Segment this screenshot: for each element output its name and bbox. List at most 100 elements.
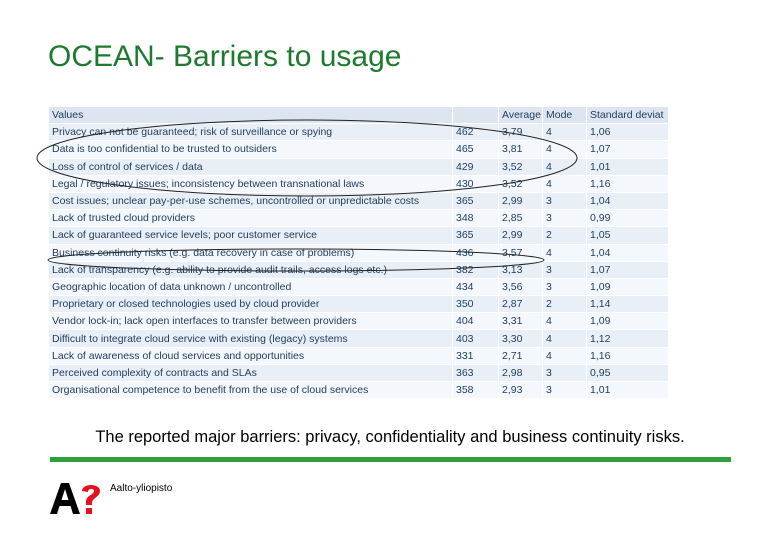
- mode-cell: 4: [542, 329, 587, 348]
- standard-deviation-cell: 1,12: [586, 329, 668, 348]
- standard-deviation-cell: 1,04: [586, 243, 668, 262]
- count-cell: 403: [452, 329, 499, 348]
- value-cell: Lack of guaranteed service levels; poor …: [48, 226, 453, 245]
- mode-cell: 3: [542, 209, 587, 228]
- mode-cell: 4: [542, 312, 587, 331]
- slide-title: OCEAN- Barriers to usage: [48, 40, 402, 73]
- standard-deviation-cell: 1,09: [586, 312, 668, 331]
- mode-cell: 2: [542, 226, 587, 245]
- standard-deviation-cell: 1,16: [586, 174, 668, 193]
- value-cell: Proprietary or closed technologies used …: [48, 295, 453, 314]
- table-row: Lack of transparency (e.g. ability to pr…: [48, 260, 668, 279]
- header-average: Average: [498, 106, 543, 125]
- value-cell: Lack of trusted cloud providers: [48, 209, 453, 228]
- table-header-row: Values Average Mode Standard deviat: [48, 106, 668, 125]
- standard-deviation-cell: 1,07: [586, 260, 668, 279]
- average-cell: 2,87: [498, 295, 543, 314]
- value-cell: Lack of transparency (e.g. ability to pr…: [48, 260, 453, 279]
- mode-cell: 4: [542, 174, 587, 193]
- average-cell: 3,31: [498, 312, 543, 331]
- standard-deviation-cell: 1,16: [586, 346, 668, 365]
- mode-cell: 3: [542, 277, 587, 297]
- value-cell: Organisational competence to benefit fro…: [48, 380, 453, 400]
- average-cell: 3,52: [498, 157, 543, 176]
- slide-caption: The reported major barriers: privacy, co…: [95, 428, 685, 446]
- table-body: Privacy can not be guaranteed; risk of s…: [48, 123, 668, 400]
- table-row: Data is too confidential to be trusted t…: [48, 140, 668, 159]
- average-cell: 3,13: [498, 260, 543, 279]
- average-cell: 3,79: [498, 123, 543, 142]
- value-cell: Lack of awareness of cloud services and …: [48, 346, 453, 365]
- mode-cell: 4: [542, 157, 587, 176]
- count-cell: 382: [452, 260, 499, 279]
- count-cell: 350: [452, 295, 499, 314]
- average-cell: 2,93: [498, 380, 543, 400]
- count-cell: 365: [452, 226, 499, 245]
- average-cell: 2,71: [498, 346, 543, 365]
- aalto-logo-icon: [50, 483, 100, 514]
- standard-deviation-cell: 1,14: [586, 295, 668, 314]
- brand-name: Aalto-yliopisto: [110, 483, 173, 494]
- green-divider: [50, 457, 731, 462]
- count-cell: 363: [452, 363, 499, 383]
- table-row: Perceived complexity of contracts and SL…: [48, 363, 668, 383]
- header-standard-deviation: Standard deviat: [586, 106, 668, 125]
- value-cell: Difficult to integrate cloud service wit…: [48, 329, 453, 348]
- average-cell: 3,56: [498, 277, 543, 297]
- standard-deviation-cell: 1,01: [586, 157, 668, 176]
- standard-deviation-cell: 1,09: [586, 277, 668, 297]
- value-cell: Geographic location of data unknown / un…: [48, 277, 453, 297]
- value-cell: Loss of control of services / data: [48, 157, 453, 176]
- standard-deviation-cell: 1,07: [586, 140, 668, 159]
- average-cell: 2,99: [498, 226, 543, 245]
- count-cell: 430: [452, 174, 499, 193]
- count-cell: 348: [452, 209, 499, 228]
- standard-deviation-cell: 1,06: [586, 123, 668, 142]
- count-cell: 358: [452, 380, 499, 400]
- standard-deviation-cell: 1,05: [586, 226, 668, 245]
- count-cell: 434: [452, 277, 499, 297]
- mode-cell: 3: [542, 191, 587, 211]
- mode-cell: 2: [542, 295, 587, 314]
- value-cell: Cost issues; unclear pay-per-use schemes…: [48, 191, 453, 211]
- value-cell: Perceived complexity of contracts and SL…: [48, 363, 453, 383]
- standard-deviation-cell: 1,04: [586, 191, 668, 211]
- count-cell: 365: [452, 191, 499, 211]
- average-cell: 2,99: [498, 191, 543, 211]
- mode-cell: 4: [542, 346, 587, 365]
- standard-deviation-cell: 0,95: [586, 363, 668, 383]
- count-cell: 331: [452, 346, 499, 365]
- count-cell: 436: [452, 243, 499, 262]
- table-row: Proprietary or closed technologies used …: [48, 295, 668, 314]
- average-cell: 3,52: [498, 174, 543, 193]
- table-row: Geographic location of data unknown / un…: [48, 277, 668, 297]
- standard-deviation-cell: 0,99: [586, 209, 668, 228]
- table-row: Lack of trusted cloud providers 348 2,85 3 0…: [48, 209, 668, 228]
- table-row: Cost issues; unclear pay-per-use schemes…: [48, 191, 668, 211]
- count-cell: 404: [452, 312, 499, 331]
- table-row: Privacy can not be guaranteed; risk of s…: [48, 123, 668, 142]
- average-cell: 2,85: [498, 209, 543, 228]
- mode-cell: 4: [542, 140, 587, 159]
- average-cell: 2,98: [498, 363, 543, 383]
- table-row: Business continuity risks (e.g. data rec…: [48, 243, 668, 262]
- count-cell: 462: [452, 123, 499, 142]
- count-cell: 465: [452, 140, 499, 159]
- mode-cell: 4: [542, 243, 587, 262]
- barriers-table-container: Values Average Mode Standard deviat Priv…: [48, 106, 668, 400]
- table-row: Lack of awareness of cloud services and …: [48, 346, 668, 365]
- table-row: Vendor lock-in; lack open interfaces to …: [48, 312, 668, 331]
- mode-cell: 3: [542, 363, 587, 383]
- value-cell: Data is too confidential to be trusted t…: [48, 140, 453, 159]
- standard-deviation-cell: 1,01: [586, 380, 668, 400]
- header-values: Values: [48, 106, 453, 125]
- table-row: Difficult to integrate cloud service wit…: [48, 329, 668, 348]
- mode-cell: 3: [542, 380, 587, 400]
- barriers-table: Values Average Mode Standard deviat Priv…: [48, 106, 668, 400]
- table-row: Loss of control of services / data 429 3,5…: [48, 157, 668, 176]
- table-row: Lack of guaranteed service levels; poor …: [48, 226, 668, 245]
- value-cell: Privacy can not be guaranteed; risk of s…: [48, 123, 453, 142]
- table-row: Organisational competence to benefit fro…: [48, 380, 668, 400]
- header-mode: Mode: [542, 106, 587, 125]
- table-row: Legal / regulatory issues; inconsistency…: [48, 174, 668, 193]
